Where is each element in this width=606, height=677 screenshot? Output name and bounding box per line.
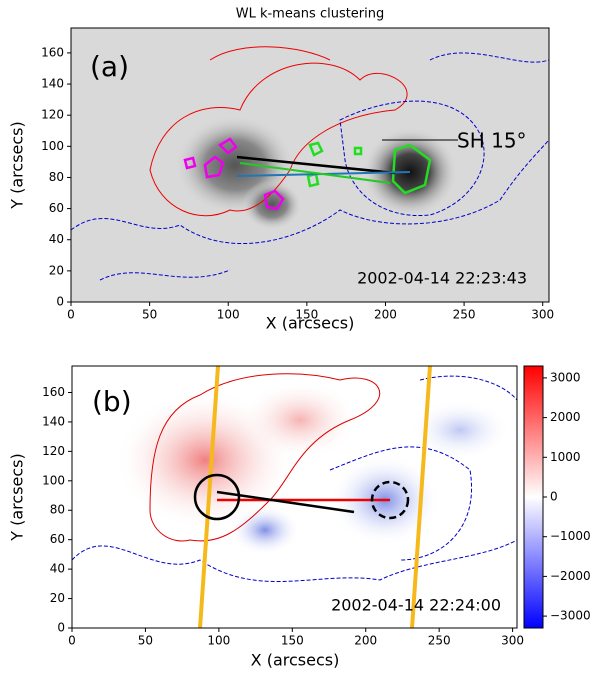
panel-label: (b) xyxy=(92,385,132,418)
colorbar xyxy=(523,365,544,629)
x-tick-label: 200 xyxy=(374,308,397,322)
annotation: SH 15° xyxy=(457,129,527,153)
x-axis-label: X (arcsecs) xyxy=(251,651,340,670)
y-tick-label: 140 xyxy=(41,77,64,91)
y-tick-label: 40 xyxy=(50,562,65,576)
x-tick-label: 250 xyxy=(453,308,476,322)
x-tick-label: 300 xyxy=(501,634,524,648)
x-tick-label: 300 xyxy=(531,308,554,322)
x-tick-label: 50 xyxy=(138,634,153,648)
x-tick-label: 0 xyxy=(68,634,76,648)
x-tick-label: 250 xyxy=(428,634,451,648)
y-tick-label: 20 xyxy=(49,263,64,277)
x-tick-label: 100 xyxy=(207,634,230,648)
y-tick-label: 100 xyxy=(42,473,65,487)
title: WL k-means clustering xyxy=(236,7,385,22)
x-tick-label: 150 xyxy=(295,308,318,322)
colorbar-tick-label: 1000 xyxy=(550,450,581,464)
y-axis-label: Y (arcsecs) xyxy=(8,121,27,209)
y-axis-label: Y (arcsecs) xyxy=(8,453,27,541)
colorbar-tick-label: −2000 xyxy=(550,569,591,583)
y-tick-label: 20 xyxy=(50,591,65,605)
x-tick-label: 0 xyxy=(67,308,75,322)
y-tick-label: 80 xyxy=(50,503,65,517)
timestamp: 2002-04-14 22:24:00 xyxy=(331,596,501,615)
x-tick-label: 100 xyxy=(217,308,240,322)
x-tick-label: 150 xyxy=(281,634,304,648)
y-tick-label: 120 xyxy=(41,108,64,122)
y-tick-label: 160 xyxy=(42,385,65,399)
colorbar-tick-label: 0 xyxy=(550,490,558,504)
colorbar-tick-label: 2000 xyxy=(550,410,581,424)
colorbar-tick-label: 3000 xyxy=(550,370,581,384)
x-tick-label: 50 xyxy=(142,308,157,322)
y-tick-label: 140 xyxy=(42,414,65,428)
timestamp: 2002-04-14 22:23:43 xyxy=(357,269,527,288)
y-tick-label: 40 xyxy=(49,232,64,246)
y-tick-label: 60 xyxy=(49,201,64,215)
colorbar-tick-label: −3000 xyxy=(550,609,591,623)
y-tick-label: 160 xyxy=(41,45,64,59)
y-tick-label: 0 xyxy=(57,621,65,635)
y-tick-label: 0 xyxy=(56,295,64,309)
x-axis-label: X (arcsecs) xyxy=(266,314,355,333)
y-tick-label: 60 xyxy=(50,532,65,546)
panel-label: (a) xyxy=(90,50,129,83)
axes-frame xyxy=(71,365,518,629)
axes-frame xyxy=(70,27,550,303)
image-a xyxy=(71,28,549,302)
y-tick-label: 80 xyxy=(49,170,64,184)
colorbar-tick-label: −1000 xyxy=(550,529,591,543)
y-tick-label: 100 xyxy=(41,139,64,153)
image-b xyxy=(72,366,517,628)
x-tick-label: 200 xyxy=(354,634,377,648)
y-tick-label: 120 xyxy=(42,444,65,458)
